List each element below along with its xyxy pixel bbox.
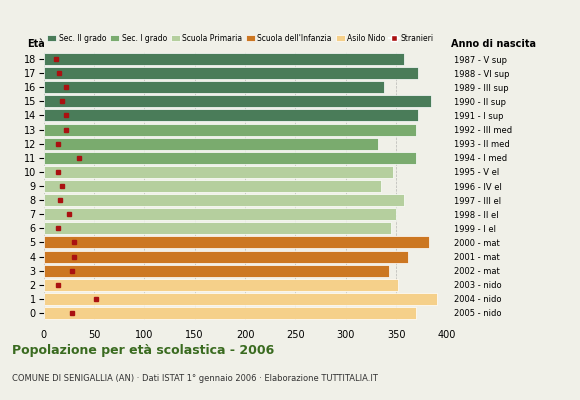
Bar (44, 95, 432, 107)
Text: Anno di nascita: Anno di nascita (451, 39, 536, 49)
Legend: Sec. II grado, Sec. I grado, Scuola Primaria, Scuola dell'Infanzia, Asilo Nido, : Sec. II grado, Sec. I grado, Scuola Prim… (48, 34, 434, 43)
Bar (44, 81, 384, 93)
Bar (44, 67, 418, 79)
Bar (44, 110, 418, 122)
Bar (44, 194, 404, 206)
Text: COMUNE DI SENIGALLIA (AN) · Dati ISTAT 1° gennaio 2006 · Elaborazione TUTTITALIA: COMUNE DI SENIGALLIA (AN) · Dati ISTAT 1… (12, 374, 378, 383)
Bar (44, 293, 437, 305)
Bar (44, 236, 429, 248)
Bar (44, 279, 398, 291)
Bar (44, 180, 381, 192)
Text: Popolazione per età scolastica - 2006: Popolazione per età scolastica - 2006 (12, 344, 274, 357)
Bar (44, 138, 378, 150)
Bar (44, 208, 396, 220)
Bar (44, 307, 416, 319)
Bar (44, 166, 393, 178)
Bar (44, 53, 404, 65)
Bar (44, 152, 416, 164)
Text: Età: Età (27, 39, 45, 49)
Bar (44, 265, 389, 277)
Bar (44, 250, 408, 262)
Bar (44, 124, 416, 136)
Bar (44, 222, 391, 234)
